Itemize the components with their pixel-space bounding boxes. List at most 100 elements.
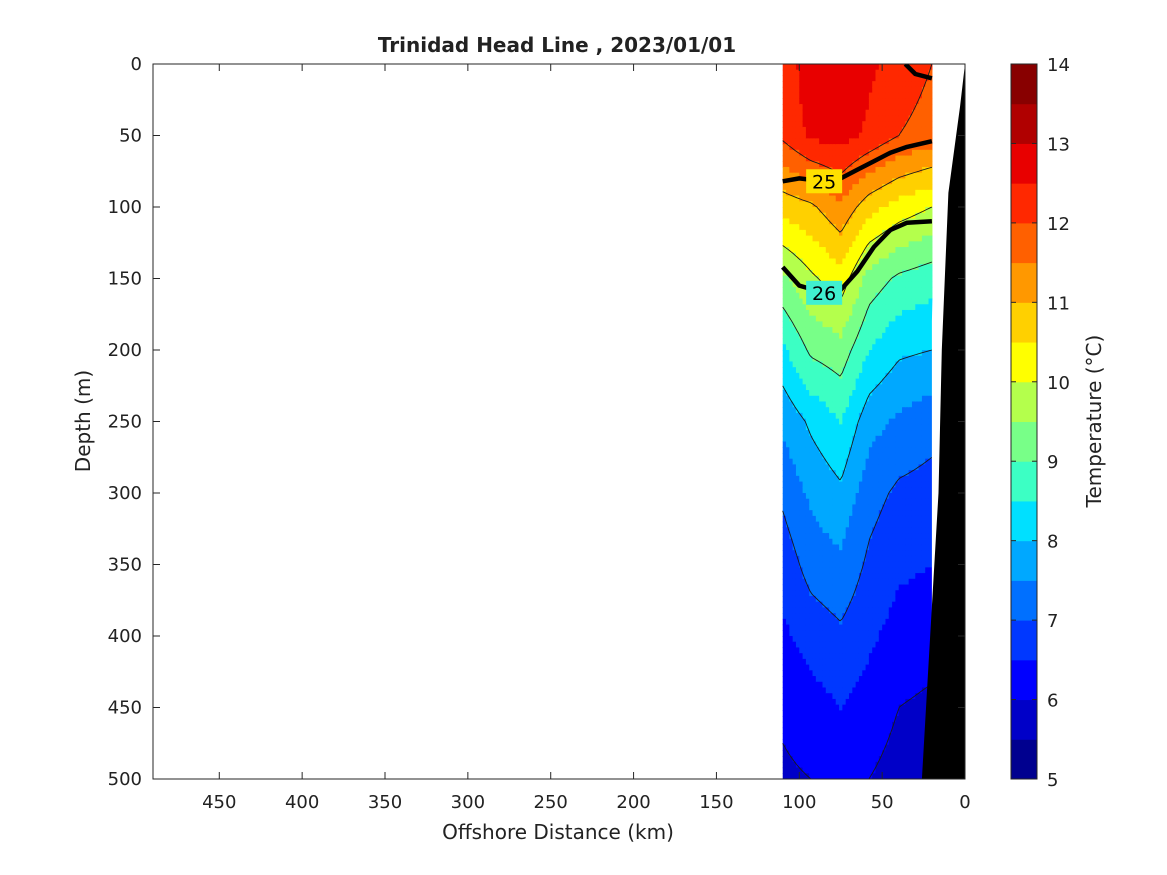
temperature-cell bbox=[852, 493, 857, 500]
temperature-cell bbox=[805, 693, 810, 700]
temperature-cell bbox=[878, 372, 883, 380]
temperature-cell bbox=[902, 573, 906, 580]
temperature-cell bbox=[815, 207, 820, 214]
temperature-cell bbox=[842, 430, 847, 437]
temperature-cell bbox=[878, 452, 883, 460]
temperature-cell bbox=[898, 607, 903, 614]
temperature-cell bbox=[842, 207, 847, 214]
temperature-cell bbox=[868, 636, 873, 643]
temperature-cell bbox=[819, 773, 824, 779]
temperature-cell bbox=[852, 727, 857, 734]
temperature-cell bbox=[805, 126, 810, 134]
temperature-cell bbox=[852, 418, 857, 425]
temperature-cell bbox=[792, 395, 797, 403]
temperature-cell bbox=[892, 447, 896, 454]
temperature-cell bbox=[819, 601, 824, 608]
temperature-cell bbox=[852, 630, 857, 637]
temperature-cell bbox=[895, 247, 900, 254]
temperature-cell bbox=[819, 470, 824, 477]
temperature-cell bbox=[789, 578, 794, 586]
temperature-cell bbox=[789, 115, 794, 122]
temperature-cell bbox=[885, 407, 890, 414]
temperature-cell bbox=[862, 653, 867, 660]
temperature-cell bbox=[902, 161, 906, 168]
temperature-cell bbox=[905, 464, 910, 471]
temperature-cell bbox=[842, 418, 847, 425]
temperature-cell bbox=[885, 64, 890, 71]
temperature-cell bbox=[802, 607, 807, 614]
temperature-cell bbox=[845, 407, 850, 414]
temperature-cell bbox=[822, 578, 827, 586]
temperature-cell bbox=[855, 424, 860, 431]
temperature-cell bbox=[892, 670, 896, 677]
temperature-cell bbox=[815, 704, 820, 711]
temperature-cell bbox=[875, 207, 880, 214]
temperature-cell bbox=[832, 355, 837, 363]
temperature-cell bbox=[802, 275, 807, 282]
temperature-cell bbox=[812, 115, 817, 122]
temperature-cell bbox=[802, 527, 807, 534]
temperature-cell bbox=[849, 698, 853, 706]
temperature-cell bbox=[789, 716, 794, 723]
temperature-cell bbox=[829, 338, 834, 345]
temperature-cell bbox=[829, 664, 834, 671]
temperature-cell bbox=[819, 155, 824, 162]
temperature-cell bbox=[911, 590, 916, 597]
temperature-cell bbox=[898, 126, 903, 134]
temperature-cell bbox=[868, 207, 873, 214]
temperature-cell bbox=[878, 218, 883, 225]
temperature-cell bbox=[872, 75, 877, 82]
temperature-cell bbox=[792, 693, 797, 700]
temperature-cell bbox=[839, 321, 843, 328]
temperature-cell bbox=[855, 716, 860, 723]
temperature-cell bbox=[822, 636, 827, 643]
temperature-cell bbox=[885, 533, 890, 540]
temperature-cell bbox=[832, 269, 837, 277]
temperature-cell bbox=[855, 161, 860, 168]
temperature-cell bbox=[878, 144, 883, 151]
temperature-cell bbox=[882, 584, 887, 591]
temperature-cell bbox=[819, 618, 824, 626]
temperature-cell bbox=[782, 561, 787, 568]
temperature-cell bbox=[858, 121, 863, 128]
temperature-cell bbox=[825, 595, 830, 603]
temperature-cell bbox=[782, 670, 787, 677]
temperature-cell bbox=[835, 481, 840, 488]
temperature-cell bbox=[792, 738, 797, 746]
temperature-cell bbox=[892, 195, 896, 202]
temperature-cell bbox=[858, 504, 863, 511]
temperature-cell bbox=[835, 464, 840, 471]
temperature-cell bbox=[799, 201, 804, 208]
temperature-cell bbox=[809, 258, 814, 265]
temperature-cell bbox=[835, 773, 840, 779]
temperature-cell bbox=[792, 504, 797, 511]
temperature-cell bbox=[868, 561, 873, 568]
temperature-cell bbox=[855, 744, 860, 751]
temperature-cell bbox=[852, 761, 857, 769]
temperature-cell bbox=[875, 636, 880, 643]
temperature-cell bbox=[835, 378, 840, 385]
temperature-cell bbox=[862, 69, 867, 77]
temperature-cell bbox=[865, 710, 870, 717]
temperature-cell bbox=[786, 756, 790, 763]
temperature-cell bbox=[795, 104, 800, 111]
temperature-cell bbox=[885, 601, 890, 608]
temperature-cell bbox=[885, 538, 890, 546]
temperature-cell bbox=[878, 435, 883, 443]
temperature-cell bbox=[868, 104, 873, 111]
temperature-cell bbox=[872, 252, 877, 260]
temperature-cell bbox=[842, 447, 847, 454]
temperature-cell bbox=[868, 361, 873, 368]
temperature-cell bbox=[832, 601, 837, 608]
temperature-cell bbox=[819, 98, 824, 105]
temperature-cell bbox=[882, 344, 887, 351]
temperature-cell bbox=[872, 218, 877, 225]
temperature-cell bbox=[895, 126, 900, 134]
temperature-cell bbox=[792, 687, 797, 694]
temperature-cell bbox=[868, 721, 873, 729]
temperature-cell bbox=[825, 224, 830, 231]
temperature-cell bbox=[825, 618, 830, 626]
temperature-cell bbox=[835, 670, 840, 677]
temperature-cell bbox=[858, 184, 863, 191]
